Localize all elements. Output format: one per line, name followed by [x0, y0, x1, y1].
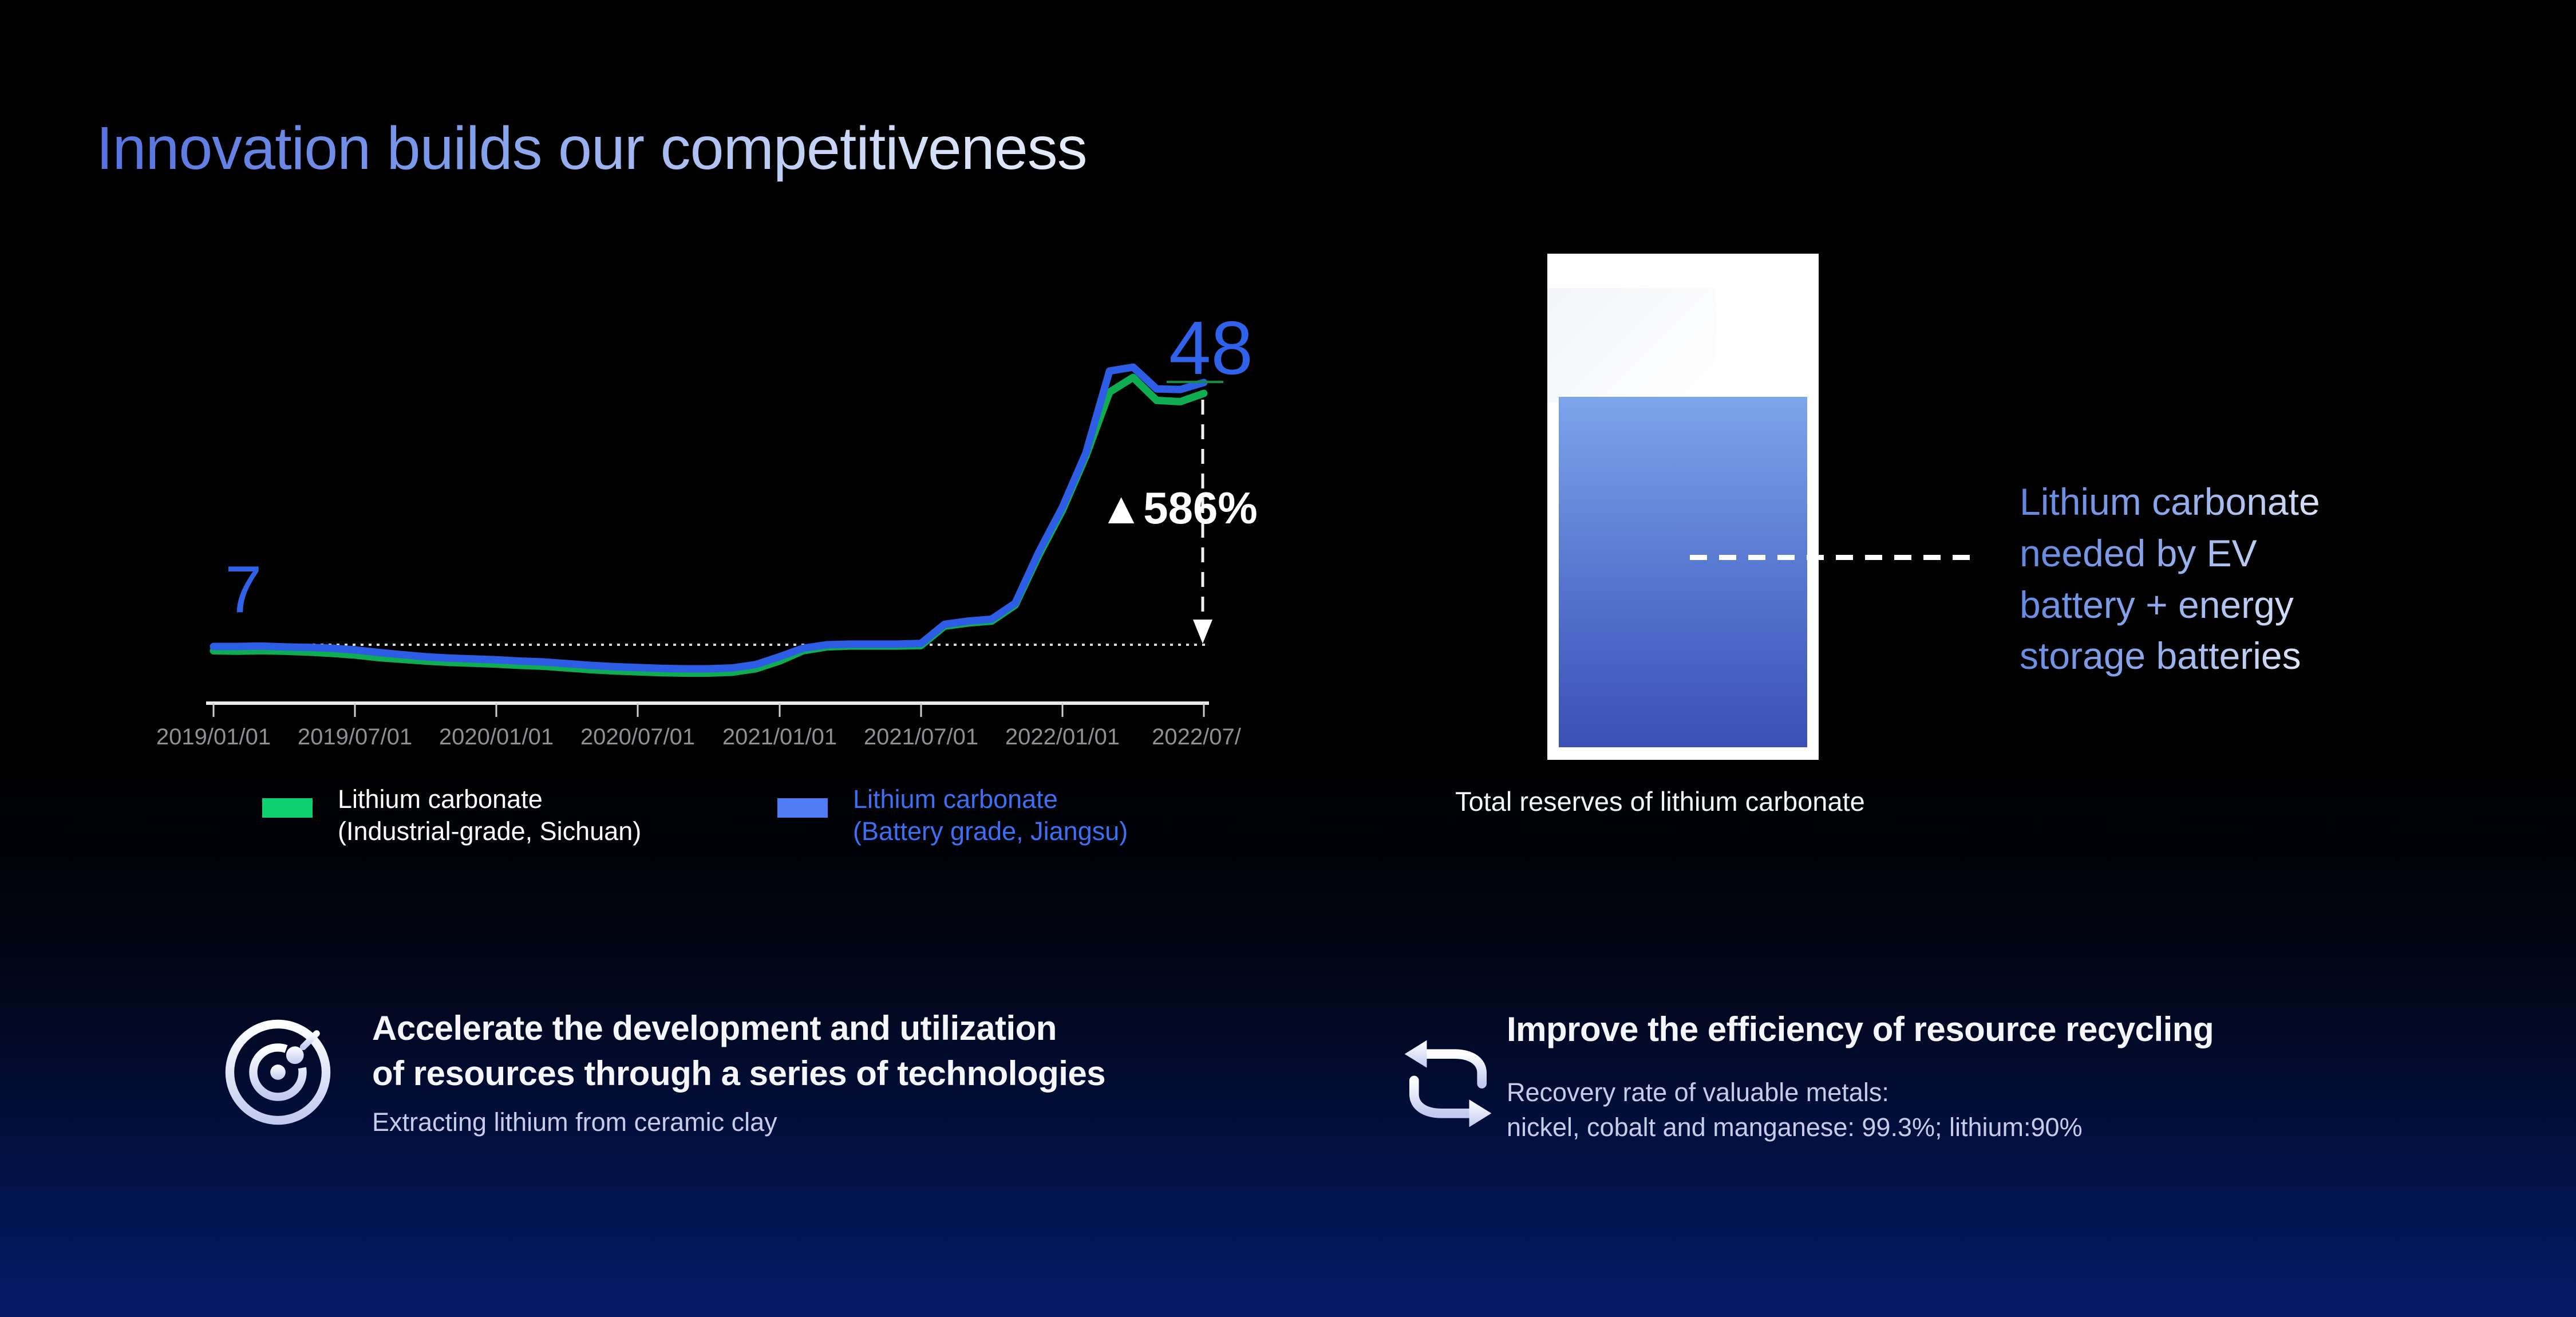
- page-title: Innovation builds our competitiveness: [96, 115, 1088, 183]
- legend-label-line: Lithium carbonate: [853, 784, 1058, 814]
- series-group: [210, 363, 1208, 677]
- x-tick-label: 2020/01/01: [439, 724, 554, 750]
- x-tick-label: 2020/07/01: [580, 724, 695, 750]
- reserves-caption: Total reserves of lithium carbonate: [1455, 786, 1865, 817]
- highlight-note-line: Extracting lithium from ceramic clay: [372, 1107, 777, 1137]
- x-tick-label: 2022/07/: [1152, 724, 1242, 750]
- x-tick-label: 2022/01/01: [1005, 724, 1120, 750]
- change-percent-label: ▲586%: [1099, 483, 1258, 533]
- highlight-title-line: Improve the efficiency of resource recyc…: [1507, 1010, 2214, 1048]
- tank-sheen: [1547, 288, 1716, 403]
- legend-label-battery: Lithium carbonate (Battery grade, Jiangs…: [853, 783, 1128, 847]
- series-line-industrial: [210, 373, 1208, 677]
- legend-item-industrial: Lithium carbonate (Industrial-grade, Sic…: [262, 783, 641, 847]
- highlight-title-development: Accelerate the development and utilizati…: [372, 1006, 1106, 1096]
- highlight-note-line: nickel, cobalt and manganese: 99.3%; lit…: [1507, 1112, 2083, 1142]
- reserves-leader-dashed-line: [1690, 555, 1971, 560]
- legend-swatch-battery: [777, 798, 828, 818]
- x-tick-label: 2021/01/01: [722, 724, 837, 750]
- start-value-label: 7: [225, 552, 262, 626]
- highlight-note-recycling: Recovery rate of valuable metals: nickel…: [1507, 1075, 2083, 1145]
- reserves-fill: [1559, 397, 1807, 747]
- x-tick-label: 2019/07/01: [298, 724, 412, 750]
- highlight-note-line: Recovery rate of valuable metals:: [1507, 1078, 1889, 1107]
- down-arrow-icon: [1193, 620, 1212, 644]
- end-value-label: 48: [1169, 306, 1253, 390]
- legend-label-industrial: Lithium carbonate (Industrial-grade, Sic…: [338, 783, 641, 847]
- reserves-note-line: storage batteries: [2020, 634, 2301, 677]
- reserves-note-line: Lithium carbonate: [2020, 480, 2320, 523]
- reserves-note-line: battery + energy: [2020, 583, 2294, 626]
- legend-swatch-industrial: [262, 798, 313, 818]
- highlight-title-line: of resources through a series of technol…: [372, 1054, 1106, 1093]
- x-tick-label: 2019/01/01: [156, 724, 271, 750]
- legend-label-line: (Battery grade, Jiangsu): [853, 816, 1128, 846]
- highlight-title-line: Accelerate the development and utilizati…: [372, 1009, 1057, 1047]
- series-line-battery: [210, 363, 1208, 673]
- x-axis: 2019/01/01 2019/07/01 2020/01/01 2020/07…: [156, 701, 1242, 750]
- reserves-tank: [1547, 254, 1819, 760]
- radar-target-icon: [225, 1019, 331, 1125]
- recycle-loop-icon: [1404, 1040, 1492, 1127]
- legend-item-battery: Lithium carbonate (Battery grade, Jiangs…: [777, 783, 1128, 847]
- highlight-title-recycling: Improve the efficiency of resource recyc…: [1507, 1007, 2214, 1052]
- legend-label-line: (Industrial-grade, Sichuan): [338, 816, 642, 846]
- x-tick-label: 2021/07/01: [864, 724, 978, 750]
- reserves-note: Lithium carbonate needed by EV battery +…: [2020, 476, 2320, 682]
- legend-label-line: Lithium carbonate: [338, 784, 543, 814]
- reserves-note-line: needed by EV: [2020, 531, 2257, 574]
- highlight-note-development: Extracting lithium from ceramic clay: [372, 1105, 777, 1140]
